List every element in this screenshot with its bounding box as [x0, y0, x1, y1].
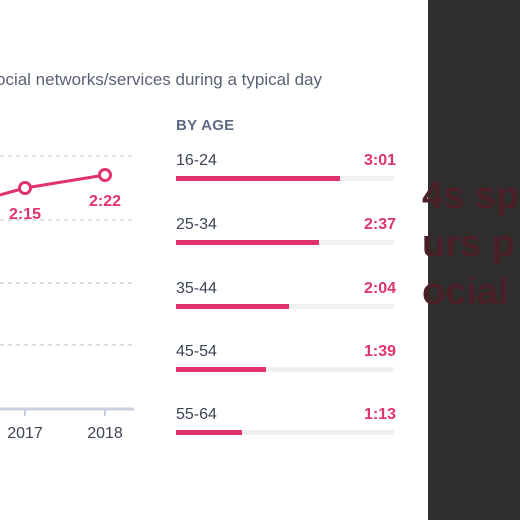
- data-point: [98, 168, 112, 182]
- age-row: 55-64 1:13: [176, 406, 396, 446]
- chart-subtitle: ocial networks/services during a typical…: [0, 70, 322, 89]
- age-label: 45-54: [176, 343, 217, 360]
- bar-track: [176, 367, 394, 372]
- age-value: 1:13: [363, 406, 396, 423]
- x-tick-label: 2017: [7, 425, 43, 442]
- age-value: 2:04: [363, 280, 396, 297]
- bar-fill: [176, 304, 289, 309]
- bar-fill: [176, 367, 266, 372]
- age-value: 3:01: [363, 152, 396, 169]
- bar-track: [176, 240, 394, 245]
- series-line: [24, 173, 106, 190]
- bar-fill: [176, 240, 319, 245]
- bar-fill: [176, 430, 243, 435]
- by-age-heading: BY AGE: [176, 117, 235, 134]
- bar-track: [176, 304, 394, 309]
- data-label: 2:15: [9, 206, 41, 223]
- background-headline-line: urs p: [422, 223, 515, 265]
- age-label: 25-34: [176, 216, 217, 233]
- data-point: [18, 181, 32, 195]
- age-value: 2:37: [363, 216, 396, 233]
- bar-fill: [176, 176, 341, 181]
- age-row: 25-34 2:37: [176, 216, 396, 256]
- age-row: 35-44 2:04: [176, 280, 396, 320]
- line-chart: 2:15 2:22 2017 2018: [0, 155, 135, 442]
- age-label: 35-44: [176, 280, 217, 297]
- age-row: 16-24 3:01: [176, 152, 396, 192]
- side-panel: [428, 0, 520, 520]
- chart-card: ocial networks/services during a typical…: [0, 70, 396, 446]
- background-headline-line: ocial: [422, 271, 509, 313]
- background-headline: 4s sp urs p ocial: [422, 172, 520, 316]
- age-label: 16-24: [176, 152, 217, 169]
- age-value: 1:39: [363, 343, 396, 360]
- x-tick-label: 2018: [87, 425, 123, 442]
- bar-track: [176, 176, 394, 181]
- background-headline-line: 4s sp: [422, 175, 520, 217]
- age-label: 55-64: [176, 406, 217, 423]
- age-row: 45-54 1:39: [176, 343, 396, 383]
- data-label: 2:22: [89, 193, 121, 210]
- bar-track: [176, 430, 394, 435]
